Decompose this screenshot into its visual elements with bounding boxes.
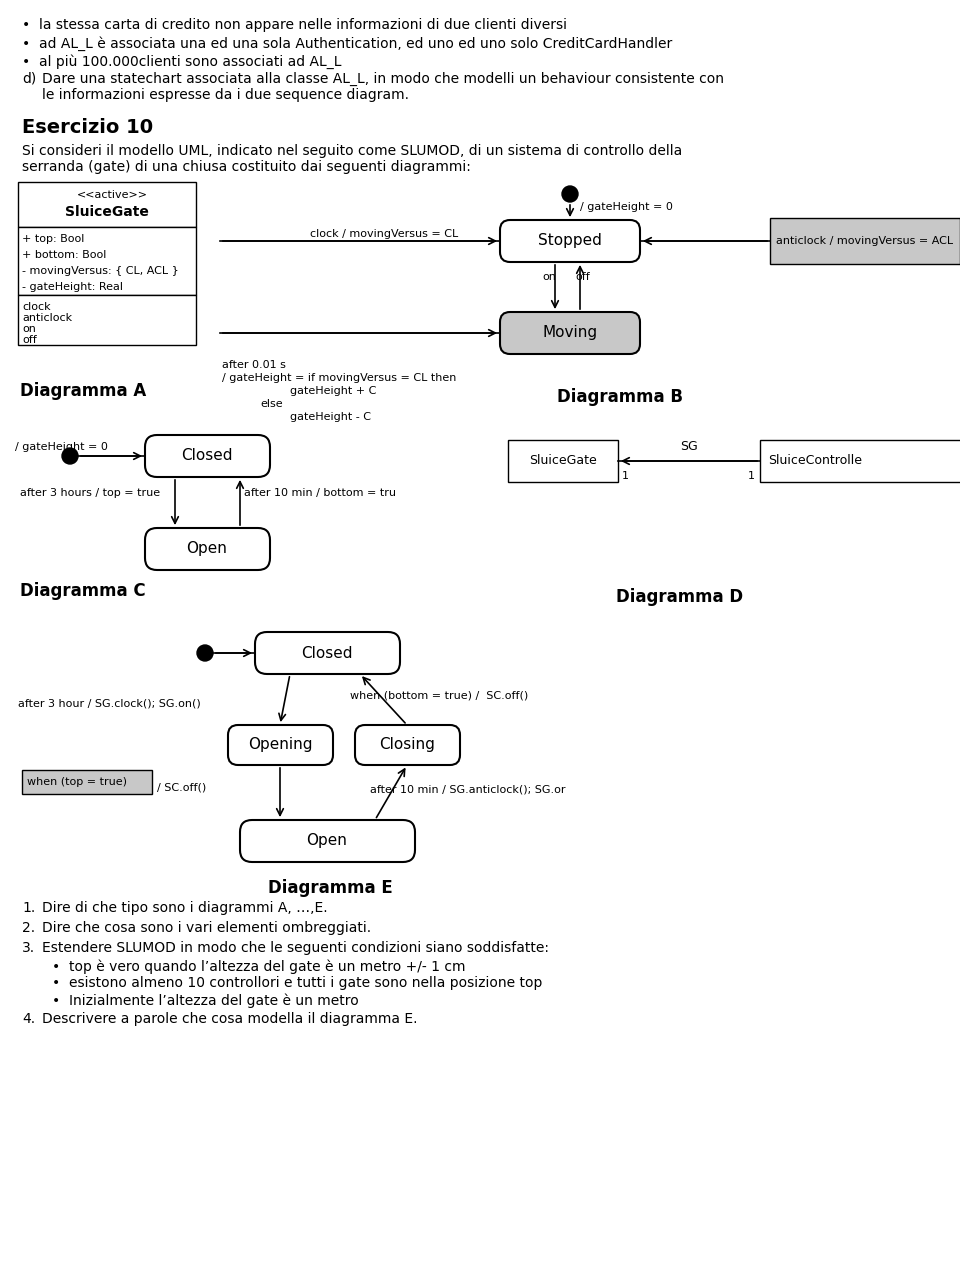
Circle shape xyxy=(562,186,578,202)
Text: SluiceGate: SluiceGate xyxy=(65,205,149,218)
Text: Diagramma B: Diagramma B xyxy=(557,388,683,405)
Text: after 3 hours / top = true: after 3 hours / top = true xyxy=(20,488,160,498)
Text: clock / movingVersus = CL: clock / movingVersus = CL xyxy=(310,229,458,239)
Text: Dire che cosa sono i vari elementi ombreggiati.: Dire che cosa sono i vari elementi ombre… xyxy=(42,921,372,935)
Text: serranda (gate) di una chiusa costituito dai seguenti diagrammi:: serranda (gate) di una chiusa costituito… xyxy=(22,160,470,174)
Bar xyxy=(18,296,196,345)
Text: SluiceGate: SluiceGate xyxy=(529,455,597,467)
Text: 2.: 2. xyxy=(22,921,36,935)
FancyBboxPatch shape xyxy=(145,434,270,477)
Text: Diagramma A: Diagramma A xyxy=(20,381,146,400)
Text: le informazioni espresse da i due sequence diagram.: le informazioni espresse da i due sequen… xyxy=(42,88,409,102)
Text: Closed: Closed xyxy=(301,645,352,661)
Text: + top: Bool: + top: Bool xyxy=(22,234,84,244)
Text: on: on xyxy=(542,272,556,282)
Text: Opening: Opening xyxy=(248,738,312,753)
Text: Stopped: Stopped xyxy=(538,234,602,249)
FancyBboxPatch shape xyxy=(255,632,400,674)
Bar xyxy=(22,770,152,794)
Text: Open: Open xyxy=(306,834,348,849)
FancyBboxPatch shape xyxy=(500,220,640,261)
Text: Dare una statechart associata alla classe AL_L, in modo che modelli un behaviour: Dare una statechart associata alla class… xyxy=(42,72,724,86)
Text: 1: 1 xyxy=(622,471,629,481)
FancyBboxPatch shape xyxy=(500,312,640,354)
Bar xyxy=(18,182,196,227)
Text: Moving: Moving xyxy=(542,326,597,341)
Text: anticlock: anticlock xyxy=(22,313,72,323)
Text: Closing: Closing xyxy=(379,738,435,753)
Text: - gateHeight: Real: - gateHeight: Real xyxy=(22,282,123,292)
Text: •  ad AL_L è associata una ed una sola Authentication, ed uno ed uno solo Credit: • ad AL_L è associata una ed una sola Au… xyxy=(22,37,672,51)
Text: Estendere SLUMOD in modo che le seguenti condizioni siano soddisfatte:: Estendere SLUMOD in modo che le seguenti… xyxy=(42,941,549,955)
Text: SG: SG xyxy=(680,441,698,453)
FancyBboxPatch shape xyxy=(240,820,415,863)
Text: else: else xyxy=(260,399,282,409)
Circle shape xyxy=(62,448,78,464)
Text: •  la stessa carta di credito non appare nelle informazioni di due clienti diver: • la stessa carta di credito non appare … xyxy=(22,18,567,32)
Text: off: off xyxy=(22,335,36,345)
Text: Diagramma C: Diagramma C xyxy=(20,582,146,600)
Text: after 3 hour / SG.clock(); SG.on(): after 3 hour / SG.clock(); SG.on() xyxy=(18,698,201,709)
Text: / gateHeight = 0: / gateHeight = 0 xyxy=(15,442,108,452)
Bar xyxy=(760,440,960,482)
Text: <<active>>: <<active>> xyxy=(77,189,148,200)
Text: off: off xyxy=(575,272,589,282)
Bar xyxy=(508,440,618,482)
Text: Descrivere a parole che cosa modella il diagramma E.: Descrivere a parole che cosa modella il … xyxy=(42,1012,418,1026)
Text: •  Inizialmente l’altezza del gate è un metro: • Inizialmente l’altezza del gate è un m… xyxy=(52,993,359,1008)
Text: after 10 min / bottom = tru: after 10 min / bottom = tru xyxy=(244,488,396,498)
Text: Closed: Closed xyxy=(181,448,232,464)
Text: clock: clock xyxy=(22,302,51,312)
Circle shape xyxy=(197,645,213,661)
Text: when (bottom = true) /  SC.off(): when (bottom = true) / SC.off() xyxy=(350,690,528,700)
Text: after 0.01 s: after 0.01 s xyxy=(222,360,286,370)
Text: anticlock / movingVersus = ACL: anticlock / movingVersus = ACL xyxy=(777,236,953,246)
FancyBboxPatch shape xyxy=(145,528,270,570)
Text: Si consideri il modello UML, indicato nel seguito come SLUMOD, di un sistema di : Si consideri il modello UML, indicato ne… xyxy=(22,144,683,158)
FancyBboxPatch shape xyxy=(228,725,333,765)
Text: d): d) xyxy=(22,72,36,86)
Text: / SC.off(): / SC.off() xyxy=(157,782,206,792)
Text: + bottom: Bool: + bottom: Bool xyxy=(22,250,107,260)
Text: / gateHeight = 0: / gateHeight = 0 xyxy=(580,202,673,212)
Text: •  esistono almeno 10 controllori e tutti i gate sono nella posizione top: • esistono almeno 10 controllori e tutti… xyxy=(52,976,542,990)
Text: Open: Open xyxy=(186,542,228,557)
Bar xyxy=(770,218,960,264)
Text: after 10 min / SG.anticlock(); SG.or: after 10 min / SG.anticlock(); SG.or xyxy=(370,786,565,794)
Text: gateHeight + C: gateHeight + C xyxy=(290,386,376,397)
Bar xyxy=(18,227,196,296)
Text: •  top è vero quando l’altezza del gate è un metro +/- 1 cm: • top è vero quando l’altezza del gate è… xyxy=(52,959,466,974)
Text: Diagramma E: Diagramma E xyxy=(268,879,393,897)
Text: gateHeight - C: gateHeight - C xyxy=(290,412,371,422)
Text: 1.: 1. xyxy=(22,901,36,914)
FancyBboxPatch shape xyxy=(355,725,460,765)
Text: •  al più 100.000clienti sono associati ad AL_L: • al più 100.000clienti sono associati a… xyxy=(22,54,342,68)
Text: Dire di che tipo sono i diagrammi A, …,E.: Dire di che tipo sono i diagrammi A, …,E… xyxy=(42,901,327,914)
Text: when (top = true): when (top = true) xyxy=(27,777,127,787)
Text: on: on xyxy=(22,325,36,333)
Text: / gateHeight = if movingVersus = CL then: / gateHeight = if movingVersus = CL then xyxy=(222,373,456,383)
Text: Esercizio 10: Esercizio 10 xyxy=(22,117,154,136)
Text: 1: 1 xyxy=(748,471,755,481)
Text: Diagramma D: Diagramma D xyxy=(616,589,744,606)
Text: 3.: 3. xyxy=(22,941,36,955)
Text: - movingVersus: { CL, ACL }: - movingVersus: { CL, ACL } xyxy=(22,266,179,277)
Text: 4.: 4. xyxy=(22,1012,36,1026)
Text: SluiceControlle: SluiceControlle xyxy=(768,455,862,467)
